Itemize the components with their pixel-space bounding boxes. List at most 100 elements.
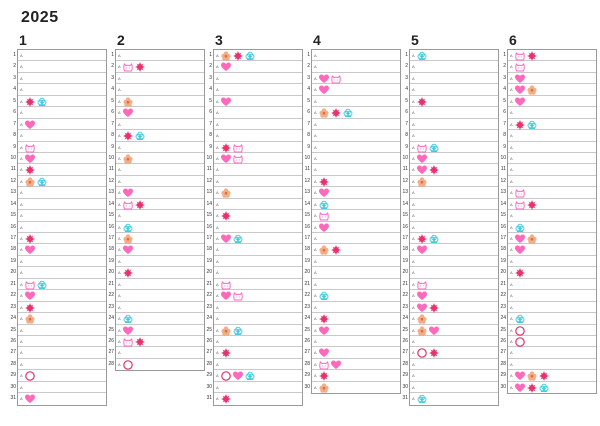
day-row[interactable]: 26 A (10, 336, 106, 348)
day-row[interactable]: 27 A (10, 347, 106, 359)
day-row[interactable]: 15 A (206, 210, 302, 222)
day-row[interactable]: 22 A (500, 290, 596, 302)
day-row[interactable]: 28 A (500, 359, 596, 371)
day-row[interactable]: 24 A (108, 313, 204, 325)
day-row[interactable]: 10 A (304, 153, 400, 165)
day-row[interactable]: 19 A (206, 256, 302, 268)
day-row[interactable]: 16 A (402, 222, 498, 233)
day-row[interactable]: 13 A (206, 187, 302, 199)
day-row[interactable]: 21 A (500, 279, 596, 291)
day-row[interactable]: 17 A (304, 233, 400, 245)
day-row[interactable]: 13 A (304, 187, 400, 199)
day-row[interactable]: 13 A (500, 187, 596, 199)
day-row[interactable]: 19 A (108, 256, 204, 268)
day-row[interactable]: 27 A (402, 347, 498, 359)
day-row[interactable]: 19 A (402, 256, 498, 268)
day-row[interactable]: 24 A (500, 313, 596, 325)
day-row[interactable]: 18 A (10, 244, 106, 256)
day-row[interactable]: 14 A (402, 199, 498, 211)
day-row[interactable]: 18 A (402, 244, 498, 256)
day-row[interactable]: 28 A (206, 359, 302, 371)
day-row[interactable]: 14 A (304, 199, 400, 211)
day-row[interactable]: 15 A (304, 210, 400, 222)
day-row[interactable]: 13 A (402, 187, 498, 199)
day-row[interactable]: 12 A (304, 176, 400, 188)
day-row[interactable]: 30 A (500, 382, 596, 393)
day-row[interactable]: 22 A (304, 290, 400, 302)
day-row[interactable]: 26 A (108, 336, 204, 348)
day-row[interactable]: 12 A (108, 176, 204, 188)
day-row[interactable]: 11 A (11, 164, 106, 176)
day-row[interactable]: 23 A (10, 302, 106, 314)
day-row[interactable]: 22 A (10, 290, 106, 302)
day-row[interactable]: 16 A (10, 222, 106, 233)
day-row[interactable]: 29 A (500, 370, 596, 382)
day-row[interactable]: 19 A (500, 256, 596, 268)
day-row[interactable]: 18 A (108, 244, 204, 256)
day-row[interactable]: 19 A (304, 256, 400, 268)
day-row[interactable]: 16 A (500, 222, 596, 233)
day-row[interactable]: 21 A (402, 279, 498, 291)
day-row[interactable]: 26 A (402, 336, 498, 348)
day-row[interactable]: 13 A (10, 187, 106, 199)
day-row[interactable]: 15 A (10, 210, 106, 222)
day-row[interactable]: 27 A (108, 347, 204, 359)
day-row[interactable]: 20 A (500, 267, 596, 279)
day-row[interactable]: 20 A (402, 267, 498, 279)
day-row[interactable]: 23 A (206, 302, 302, 314)
day-row[interactable]: 28 A (304, 359, 400, 371)
day-row[interactable]: 23 A (304, 302, 400, 314)
day-row[interactable]: 12 A (206, 176, 302, 188)
day-row[interactable]: 23 A (402, 302, 498, 314)
day-row[interactable]: 15 A (500, 210, 596, 222)
day-row[interactable]: 30 A (304, 382, 400, 393)
day-row[interactable]: 25 A (10, 325, 106, 336)
day-row[interactable]: 28 A (108, 359, 204, 370)
day-row[interactable]: 29 A (304, 370, 400, 382)
day-row[interactable]: 31 A (10, 393, 106, 404)
day-row[interactable]: 17 A (108, 233, 204, 245)
day-row[interactable]: 16 A (304, 222, 400, 233)
day-row[interactable]: 21 A (10, 279, 106, 291)
day-row[interactable]: 27 A (500, 347, 596, 359)
day-row[interactable]: 12 A (10, 176, 106, 188)
day-row[interactable]: 15 A (402, 210, 498, 222)
day-row[interactable]: 31 A (206, 393, 302, 405)
day-row[interactable]: 26 A (304, 336, 400, 348)
day-row[interactable]: 11 A (501, 164, 596, 176)
day-row[interactable]: 17 A (10, 233, 106, 245)
day-row[interactable]: 11 A (403, 164, 498, 176)
day-row[interactable]: 10 A (206, 153, 302, 165)
day-row[interactable]: 24 A (10, 313, 106, 325)
day-row[interactable]: 23 A (108, 302, 204, 314)
day-row[interactable]: 10 A (10, 153, 106, 165)
day-row[interactable]: 20 A (108, 267, 204, 279)
day-row[interactable]: 27 A (206, 347, 302, 359)
day-row[interactable]: 30 A (206, 382, 302, 394)
day-row[interactable]: 28 A (402, 359, 498, 371)
